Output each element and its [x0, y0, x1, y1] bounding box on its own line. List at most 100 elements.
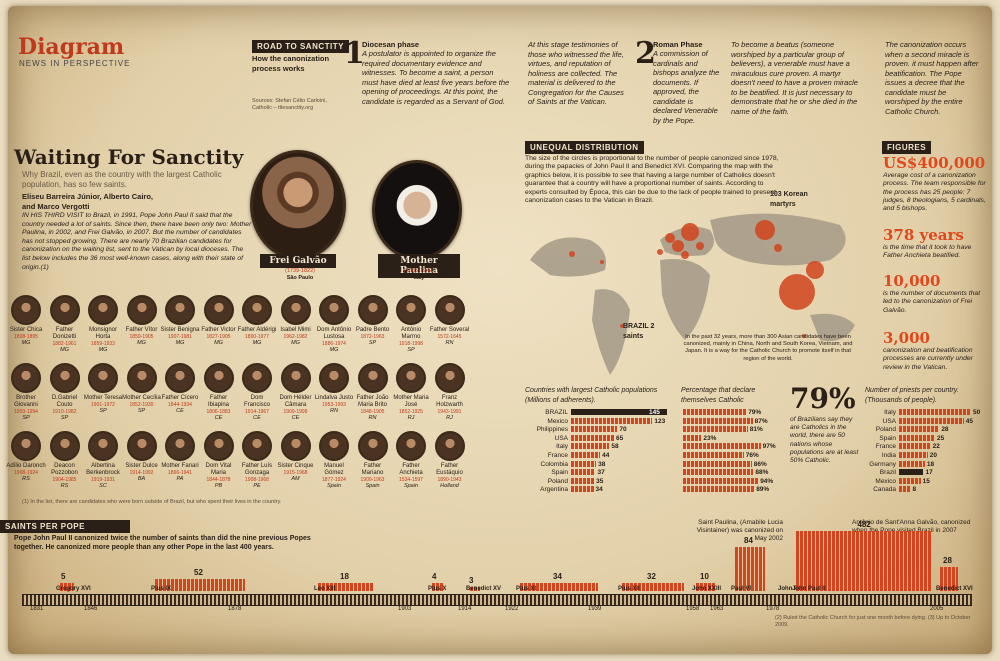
saint-years: 1848-1905	[360, 409, 385, 415]
saint-portrait	[126, 363, 157, 393]
bar-row: 88%	[680, 469, 780, 476]
saint-portrait	[88, 363, 118, 393]
saint-state: SP	[60, 415, 69, 421]
saint-portrait	[242, 295, 272, 325]
saint-candidate: Albertina Berkenbrock 1919-1931 SC	[83, 431, 123, 489]
bar-row: 81%	[680, 426, 780, 433]
bar	[683, 434, 702, 441]
bar-category-label: Colombia	[540, 460, 568, 468]
saint-name: Padre Bento	[355, 327, 390, 333]
saint-candidate: Padre Bento 1872-1963 SP	[353, 295, 393, 346]
saint-candidate: Father Vítor 1859-1905 MG	[122, 295, 162, 346]
saint-state: SC	[99, 483, 107, 489]
saint-candidate: Father Ibiapina 1806-1883 CE	[199, 363, 239, 421]
saint-candidate: Dom Francisco 1914-1967 CE	[237, 363, 277, 421]
timeline-year-label: 1978	[766, 606, 780, 612]
bar	[683, 452, 744, 458]
bar	[571, 469, 596, 476]
saint-portrait	[11, 295, 41, 325]
saint-portrait	[11, 431, 41, 461]
bar-value-label: 88%	[755, 469, 769, 477]
step-2-title: Roman Phase	[653, 40, 703, 49]
saint-name: Dom Vital Maria	[205, 463, 232, 476]
road-subhead: How the canonization process works	[252, 54, 330, 73]
saint-name: Father Aldérigi	[237, 327, 277, 333]
bar	[899, 417, 964, 424]
saint-state: CE	[253, 415, 261, 421]
bar	[571, 443, 610, 450]
saint-years: 1886-1974	[322, 341, 346, 347]
bar-value-label: 76%	[745, 452, 759, 459]
step-2-text: A commission of cardinals and bishops an…	[653, 49, 720, 125]
popes-header: SAINTS PER POPE	[0, 520, 130, 533]
saint-portrait	[396, 431, 426, 461]
timeline-year-label: 1878	[228, 606, 242, 612]
brand-subtitle: NEWS IN PERSPECTIVE	[19, 59, 131, 68]
bar-row: 89%	[680, 486, 780, 493]
bar	[683, 469, 754, 476]
bar	[899, 434, 935, 441]
bar-value-label: 34	[595, 486, 603, 494]
bar	[683, 460, 752, 467]
saint-name: Sister Chica	[9, 327, 43, 333]
saint-portrait	[396, 363, 426, 393]
saint-state: SP	[137, 408, 146, 414]
saint-candidate: Mother Cecília 1852-1930 SP	[122, 363, 162, 414]
saint-portrait	[88, 295, 118, 325]
saint-portrait	[319, 295, 349, 325]
saint-name: Dom Francisco	[243, 395, 270, 408]
bar-value-label: 20	[929, 452, 938, 459]
saint-years: 1914-1992	[129, 470, 154, 476]
bar-row: 94%	[680, 477, 780, 485]
saint-years: 1890-1977	[245, 334, 269, 340]
bar-value-label: 38	[598, 460, 606, 468]
bar-row: Argentina 34	[522, 486, 672, 493]
saint-portrait	[49, 363, 80, 393]
saint-candidate: Dom Vital Maria 1844-1878 PB	[199, 431, 239, 489]
chart-countries-title: Countries with largest Catholic populati…	[525, 387, 658, 404]
bar	[683, 417, 753, 424]
bar-category-label: Germany	[869, 460, 896, 468]
saint-years: 1908-1924	[14, 470, 38, 476]
saint-name: Franz Holzwarth	[436, 395, 463, 408]
saint-years: 1918-1998	[399, 341, 423, 347]
saint-portrait	[357, 295, 388, 325]
bar-value-label: 81%	[749, 426, 763, 434]
saint-state: MG	[291, 340, 300, 346]
saint-state: MG	[60, 347, 69, 353]
bar-category-label: Philippines	[536, 426, 568, 434]
popes-footnote: (2) Ruled the Catholic Church for just o…	[775, 615, 971, 628]
bar-row: Colombia 38	[522, 460, 672, 468]
chart-percent-title: Percentage that declare themselves Catho…	[681, 387, 756, 404]
bar	[571, 452, 601, 458]
bar-value-label: 58	[611, 443, 619, 451]
saint-name: Father Mariano	[361, 463, 384, 476]
saint-name: Mother Fanari	[161, 463, 199, 469]
saint-years: 1844-1878	[206, 477, 231, 483]
bar-value-label: 79%	[748, 409, 762, 416]
saint-name: Sister Cinque	[277, 463, 314, 469]
saint-state: BA	[137, 476, 146, 482]
saint-years: 1910-1982	[52, 409, 77, 415]
bar	[683, 426, 748, 433]
saint-state: MG	[329, 347, 339, 353]
saint-portrait	[88, 431, 118, 461]
timeline-year-label: 1922	[505, 606, 519, 612]
saint-name: Manuel Gómez	[324, 463, 344, 476]
figure-1-text: Average cost of a canonization process. …	[883, 172, 986, 213]
bar-value-label: 37	[597, 469, 605, 477]
bar	[899, 443, 931, 450]
saint-name: Father Anchieta	[399, 463, 423, 476]
timeline-year-label: 1939	[588, 606, 602, 612]
bar-value-label: 45	[965, 417, 974, 425]
chart-percent: 79% 87% 81% 23% 97% 76% 86% 88% 94% 89%	[680, 409, 780, 499]
saint-candidate: Father Mariano 1909-1963 Spain	[353, 431, 393, 489]
saint-name: Father Victor	[201, 327, 236, 333]
bar-row: Mexico 15	[862, 477, 982, 485]
saint-portrait	[319, 431, 349, 461]
bar-row: 23%	[680, 434, 780, 442]
saint-candidate: Father Aldérigi 1890-1977 MG	[237, 295, 277, 346]
bar	[571, 409, 667, 415]
figure-2-value: 378 years	[883, 226, 964, 244]
saint-candidate: Sister Dulce 1914-1992 BA	[122, 431, 162, 482]
